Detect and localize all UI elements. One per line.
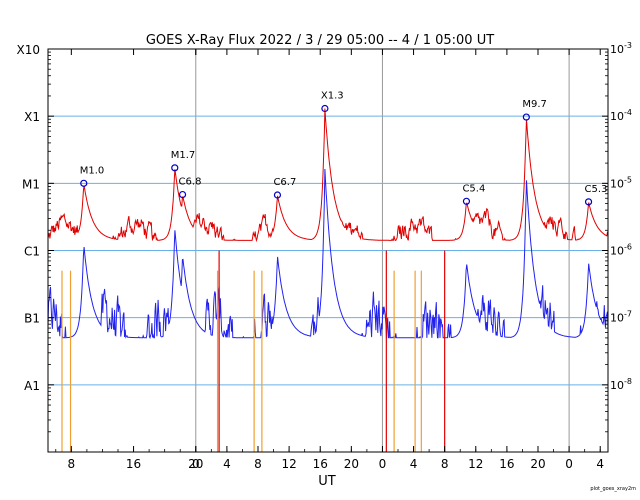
long-channel-line: [47, 108, 609, 243]
flare-label: M1.0: [80, 165, 105, 176]
flare-marker: [584, 198, 593, 206]
y-axis-left-label: B1: [24, 312, 40, 326]
x-axis-tick-label: 16: [499, 457, 514, 471]
x-axis-tick-label: 16: [126, 457, 141, 471]
x-axis-tick-label: 20: [344, 457, 359, 471]
flare-label: M1.7: [171, 150, 196, 161]
y-axis-right-label: 10-8: [610, 377, 632, 392]
x-axis-tick-label: 20: [188, 457, 203, 471]
flare-label: M9.7: [522, 99, 547, 110]
flare-label: C6.8: [179, 177, 202, 188]
flare-marker: [171, 164, 179, 172]
y-axis-left-label: M1: [22, 177, 40, 191]
x-axis-tick-label: 16: [313, 457, 328, 471]
flare-marker: [80, 179, 88, 187]
x-axis-tick-label: 4: [223, 457, 231, 471]
footer-note: plot_goes_xray2m: [590, 486, 636, 492]
x-axis-tick-label: 4: [410, 457, 418, 471]
flare-label: X1.3: [321, 91, 344, 102]
short-channel-line: [47, 168, 609, 339]
x-axis-label: UT: [318, 474, 336, 489]
y-axis-right-label: 10-3: [610, 41, 632, 56]
x-axis-tick-label: 0: [192, 457, 200, 471]
y-axis-right-label: 10-4: [610, 108, 632, 123]
flare-label: C5.4: [462, 183, 485, 194]
y-axis-left-label: C1: [24, 245, 40, 259]
x-axis-tick-label: 20: [530, 457, 545, 471]
flare-marker: [462, 197, 471, 205]
x-axis-tick-label: 0: [379, 457, 387, 471]
x-axis-tick-label: 0: [565, 457, 573, 471]
flare-marker: [321, 104, 329, 113]
y-axis-left-label: X1: [24, 110, 40, 124]
x-axis-tick-label: 4: [596, 457, 604, 471]
x-axis-tick-label: 8: [254, 457, 262, 471]
flare-marker: [522, 113, 530, 121]
y-axis-right-label: 10-5: [610, 175, 632, 190]
y-axis-right-label: 10-7: [610, 310, 632, 325]
y-axis-left-label: X10: [17, 43, 41, 57]
y-axis-left-label: A1: [24, 379, 40, 393]
flare-label: C6.7: [273, 177, 296, 188]
x-axis-tick-label: 12: [468, 457, 483, 471]
flare-marker: [273, 191, 282, 199]
y-axis-right-label: 10-6: [610, 243, 632, 258]
x-axis-tick-label: 12: [281, 457, 296, 471]
chart-title: GOES X-Ray Flux 2022 / 3 / 29 05:00 -- 4…: [146, 33, 494, 48]
flare-label: C5.3: [585, 184, 608, 195]
x-axis-tick-label: 8: [441, 457, 449, 471]
flare-marker: [178, 190, 187, 199]
x-axis-tick-label: 8: [68, 457, 76, 471]
